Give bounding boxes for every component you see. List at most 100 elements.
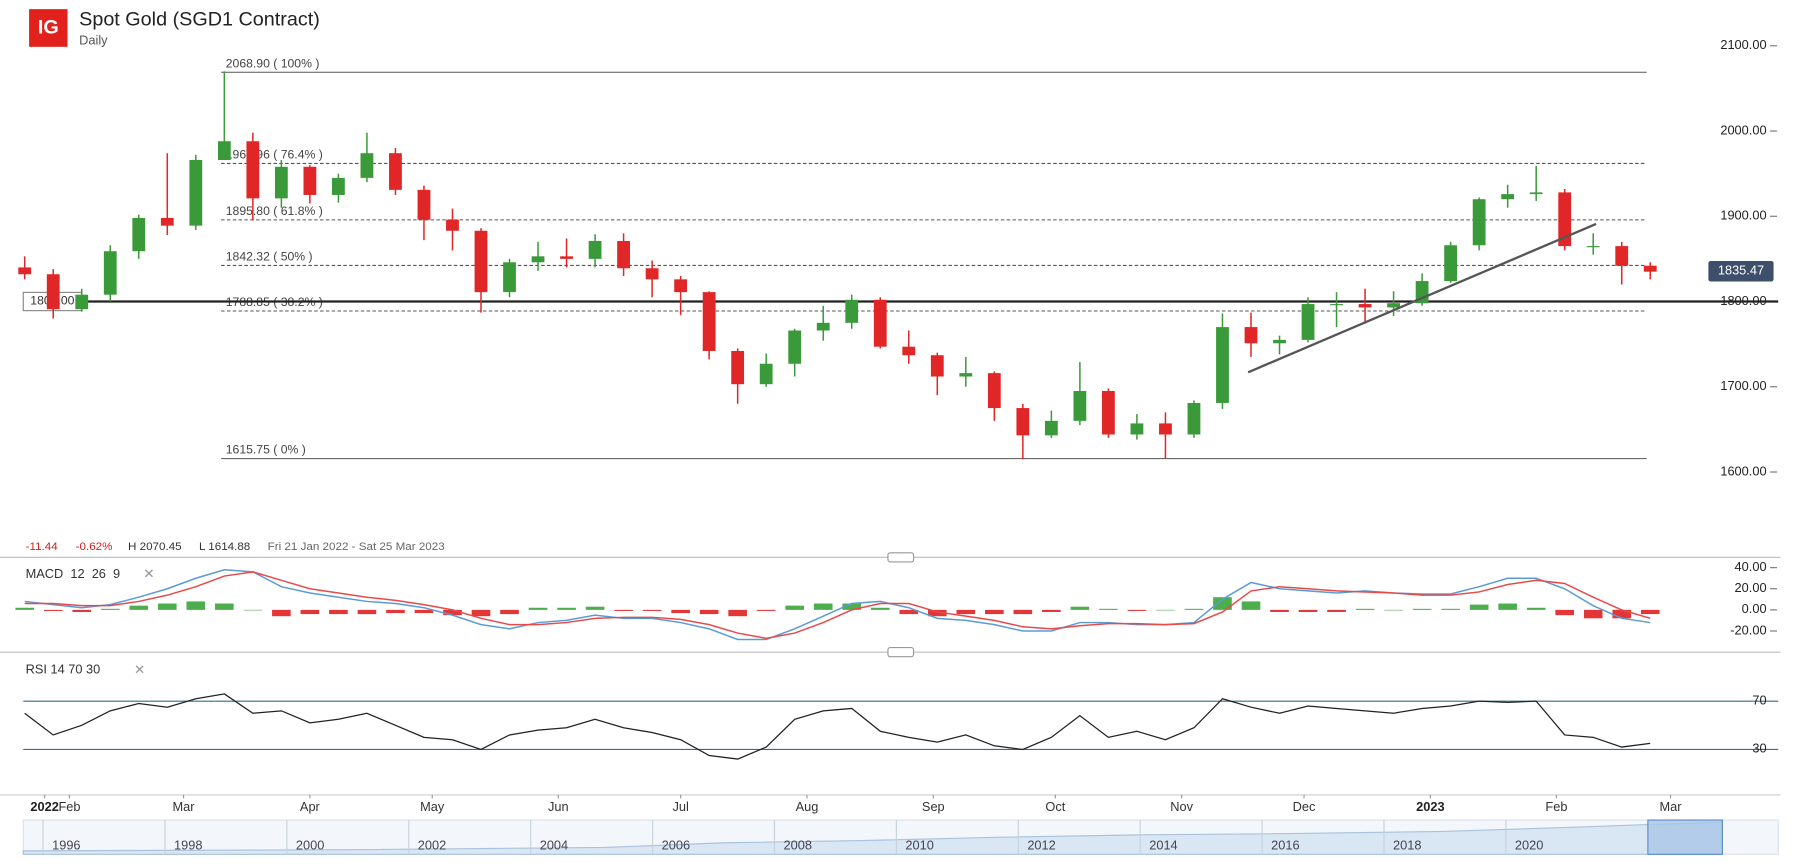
macd-line	[24, 571, 1651, 640]
macd-histogram-bar	[1070, 606, 1090, 610]
navigator-label: 1998	[174, 839, 202, 853]
macd-histogram-bar	[243, 609, 263, 611]
candle-body	[1044, 420, 1058, 436]
y-tick-label: 40.00	[1735, 560, 1767, 574]
candle-body	[959, 373, 973, 377]
x-tick-label: Aug	[796, 800, 819, 814]
panel-title: MACD 12 26 9	[26, 567, 121, 581]
macd-histogram-bar	[500, 609, 519, 615]
candle-body	[474, 230, 488, 293]
candle-body	[1273, 339, 1286, 344]
candle-body	[132, 217, 146, 252]
navigator-label: 2016	[1271, 839, 1299, 853]
candle-body	[1073, 391, 1087, 421]
navigator-label: 2000	[296, 839, 324, 853]
candle-body	[930, 355, 944, 377]
change-pct: -0.62%	[76, 541, 113, 553]
candle-body	[617, 240, 630, 269]
navigator-label: 2020	[1515, 839, 1543, 853]
candle-body	[1016, 408, 1030, 436]
last-price-box	[1708, 260, 1774, 282]
macd-histogram-bar	[785, 605, 805, 610]
x-tick-label: May	[420, 800, 445, 814]
candle-body	[75, 294, 89, 310]
candle-body	[1358, 304, 1372, 308]
x-tick-label: Mar	[173, 800, 196, 814]
macd-histogram-bar	[1583, 609, 1603, 619]
y-tick-label: -20.00	[1730, 623, 1766, 637]
y-tick-label: 1600.00	[1720, 464, 1766, 478]
navigator[interactable]: 1996 1998 2000 2002 2004 2006 2008 2010 2012 2014…	[22, 819, 1779, 855]
macd-histogram-bar	[585, 606, 605, 610]
candle-body	[645, 268, 659, 280]
candle-body	[246, 141, 260, 199]
navigator-selection[interactable]	[1647, 819, 1723, 855]
macd-histogram-bar	[357, 609, 377, 615]
macd-histogram-bar	[300, 609, 320, 615]
navigator-label: 2012	[1027, 839, 1055, 853]
macd-histogram-bar	[386, 609, 405, 614]
macd-histogram-bar	[1213, 597, 1232, 610]
last-price-label: 1835.47	[1718, 264, 1764, 278]
macd-histogram-bar	[1298, 609, 1318, 612]
candle-body	[46, 274, 60, 310]
candle-body	[1130, 423, 1144, 435]
macd-histogram-bar	[129, 605, 149, 610]
candle-body	[1501, 194, 1515, 200]
macd-histogram-bar	[728, 609, 747, 617]
rsi-line	[24, 693, 1651, 760]
resize-handle[interactable]	[887, 552, 915, 563]
macd-histogram-bar	[528, 607, 548, 610]
candle-body	[1643, 265, 1657, 272]
macd-histogram-bar	[43, 609, 63, 611]
candle-body	[788, 330, 802, 364]
x-tick-label: Jun	[548, 800, 569, 814]
macd-histogram-bar	[1384, 609, 1403, 611]
candle-body	[503, 262, 516, 293]
close-icon[interactable]	[135, 665, 144, 674]
y-tick-label: 1900.00	[1720, 209, 1766, 223]
x-tick-label: Feb	[1545, 800, 1567, 814]
candle-body	[1244, 327, 1258, 344]
candle-body	[389, 153, 402, 190]
candle-body	[1558, 192, 1572, 247]
navigator-label: 2014	[1149, 839, 1177, 853]
macd-histogram-bar	[899, 609, 919, 615]
macd-histogram-bar	[614, 609, 633, 611]
macd-histogram-bar	[1156, 609, 1175, 611]
navigator-label: 2002	[418, 839, 446, 853]
macd-histogram-bar	[870, 607, 890, 610]
candle-body	[902, 346, 916, 356]
macd-histogram-bar	[1270, 609, 1289, 612]
candle-body	[1387, 303, 1400, 308]
macd-histogram-bar	[329, 609, 348, 615]
candle-body	[731, 350, 745, 385]
macd-histogram-bar	[100, 608, 120, 610]
navigator-label: 2010	[905, 839, 933, 853]
x-tick-label: Jul	[672, 800, 688, 814]
candle-body	[417, 189, 431, 220]
high: H 2070.45	[128, 541, 182, 553]
chart-title: Spot Gold (SGD1 Contract)	[79, 9, 320, 31]
macd-histogram-bar	[1327, 609, 1346, 612]
x-tick-label: Nov	[1170, 800, 1193, 814]
fib-label: 1615.75 ( 0% )	[226, 443, 306, 457]
macd-histogram-bar	[72, 609, 92, 612]
macd-histogram-bar	[756, 609, 776, 611]
macd-histogram-bar	[1013, 609, 1033, 615]
resize-handle[interactable]	[887, 647, 915, 658]
macd-histogram-bar	[186, 601, 206, 610]
x-tick-label: 2022	[30, 800, 58, 814]
candle-body	[1586, 246, 1600, 248]
change: -11.44	[26, 541, 59, 553]
panel-title: RSI 14 70 30	[26, 663, 101, 677]
macd-histogram-bar	[215, 603, 234, 610]
macd-histogram-bar	[1184, 608, 1204, 610]
candle-body	[1102, 391, 1115, 435]
macd-histogram-bar	[1355, 608, 1375, 610]
fib-label: 1842.32 ( 50% )	[226, 250, 313, 264]
close-icon[interactable]	[144, 569, 153, 578]
logo: IG	[38, 17, 59, 39]
candle-body	[1159, 423, 1172, 435]
macd-histogram-bar	[1127, 609, 1147, 611]
